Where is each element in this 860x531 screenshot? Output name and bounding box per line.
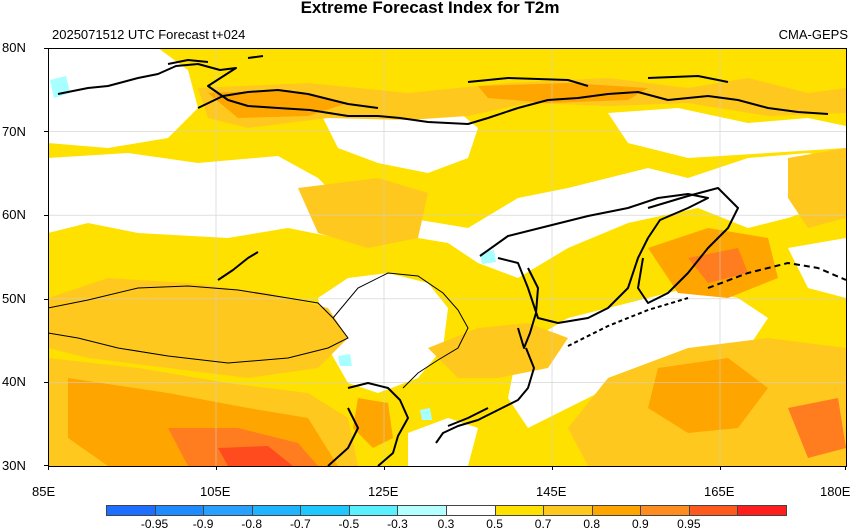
border-china-russia — [332, 272, 469, 389]
lon-label-125e: 125E — [368, 484, 399, 499]
efi-white-area-northeast — [608, 108, 846, 158]
graticule — [48, 48, 846, 466]
lon-tick — [48, 466, 49, 470]
colorbar-box — [154, 505, 205, 516]
map-panel — [48, 48, 846, 466]
efi-white-area-south — [408, 418, 478, 466]
coast-kurils — [567, 297, 689, 347]
lat-label-80n: 80N — [2, 40, 26, 55]
colorbar-label: -0.95 — [140, 517, 169, 531]
colorbar-box — [446, 505, 496, 516]
coast-taimyr — [197, 89, 379, 109]
coast-kamchatka — [637, 187, 739, 304]
lon-tick — [216, 466, 217, 470]
colorbar-box — [688, 505, 739, 516]
lat-tick — [44, 299, 48, 300]
efi-redorange-kuril — [688, 248, 748, 283]
colorbar-label: -0.9 — [192, 517, 214, 531]
coastlines — [57, 55, 846, 466]
efi-orange-korea — [353, 398, 393, 448]
efi-darkorange-pacific — [648, 358, 768, 433]
colorbar-box — [348, 505, 399, 516]
lat-label-70n: 70N — [2, 124, 26, 139]
colorbar-label: 0.95 — [677, 517, 701, 531]
country-borders — [48, 272, 469, 389]
efi-orange-central-siberia — [298, 178, 428, 248]
lat-label-50n: 50N — [2, 291, 26, 306]
lon-tick — [720, 466, 721, 470]
coast-islands-north — [167, 55, 729, 87]
lon-label-85e: 85E — [32, 484, 56, 499]
lat-tick — [44, 131, 48, 132]
colorbar-box — [251, 505, 302, 516]
efi-white-area-pacific — [508, 288, 768, 428]
forecast-time-label: 2025071512 UTC Forecast t+024 — [52, 27, 246, 42]
coast-korea-china — [327, 382, 409, 466]
lon-label-180e: 180E — [820, 484, 851, 499]
lat-tick — [44, 465, 48, 466]
colorbar-box — [494, 505, 545, 516]
colorbar-label: 0.8 — [583, 517, 601, 531]
lon-label-165e: 165E — [704, 484, 735, 499]
lon-label-105e: 105E — [200, 484, 231, 499]
coast-baikal — [217, 251, 259, 281]
colorbar-label: -0.5 — [338, 517, 360, 531]
efi-red-south — [218, 446, 293, 466]
model-label: CMA-GEPS — [778, 27, 848, 42]
colorbar-label: 0.9 — [631, 517, 649, 531]
efi-redorange-pacific — [788, 398, 846, 458]
coast-arctic — [57, 63, 829, 125]
efi-cyan-patch-3 — [338, 354, 352, 366]
coast-japan — [435, 347, 535, 444]
colorbar-box — [397, 505, 447, 516]
lat-tick — [44, 215, 48, 216]
colorbar-label: -0.3 — [387, 517, 408, 531]
colorbar-label: -0.8 — [241, 517, 263, 531]
lon-tick — [552, 466, 553, 470]
lat-label-30n: 30N — [2, 458, 26, 473]
colorbar-label: -0.7 — [289, 517, 311, 531]
lat-tick — [44, 382, 48, 383]
lat-label-60n: 60N — [2, 207, 26, 222]
colorbar-box — [300, 505, 350, 516]
coast-aleutian — [707, 262, 846, 289]
colorbar-box — [737, 505, 787, 516]
colorbar-label: 0.3 — [437, 517, 455, 531]
colorbar-label: 0.7 — [534, 517, 552, 531]
colorbar — [106, 505, 787, 516]
efi-orange-mongolia — [48, 278, 348, 378]
colorbar-box — [203, 505, 253, 516]
efi-orange-arctic-core2 — [478, 83, 648, 103]
border-mongolia — [48, 285, 349, 364]
coast-okhotsk — [479, 193, 709, 324]
lon-tick — [384, 466, 385, 470]
colorbar-box — [543, 505, 593, 516]
colorbar-label: 0.5 — [486, 517, 503, 531]
lon-tick — [845, 466, 846, 470]
efi-field — [48, 48, 846, 466]
lat-tick — [44, 48, 48, 49]
efi-orange-alaska-side — [788, 148, 846, 228]
colorbar-box — [591, 505, 642, 516]
coast-sakhalin — [517, 267, 539, 349]
lon-label-145e: 145E — [536, 484, 567, 499]
colorbar-box — [640, 505, 690, 516]
map-title: Extreme Forecast Index for T2m — [300, 0, 560, 17]
colorbar-box — [106, 505, 156, 516]
lat-label-40n: 40N — [2, 374, 26, 389]
efi-cyan-patch-4 — [420, 408, 432, 420]
efi-white-area-central — [48, 153, 846, 278]
